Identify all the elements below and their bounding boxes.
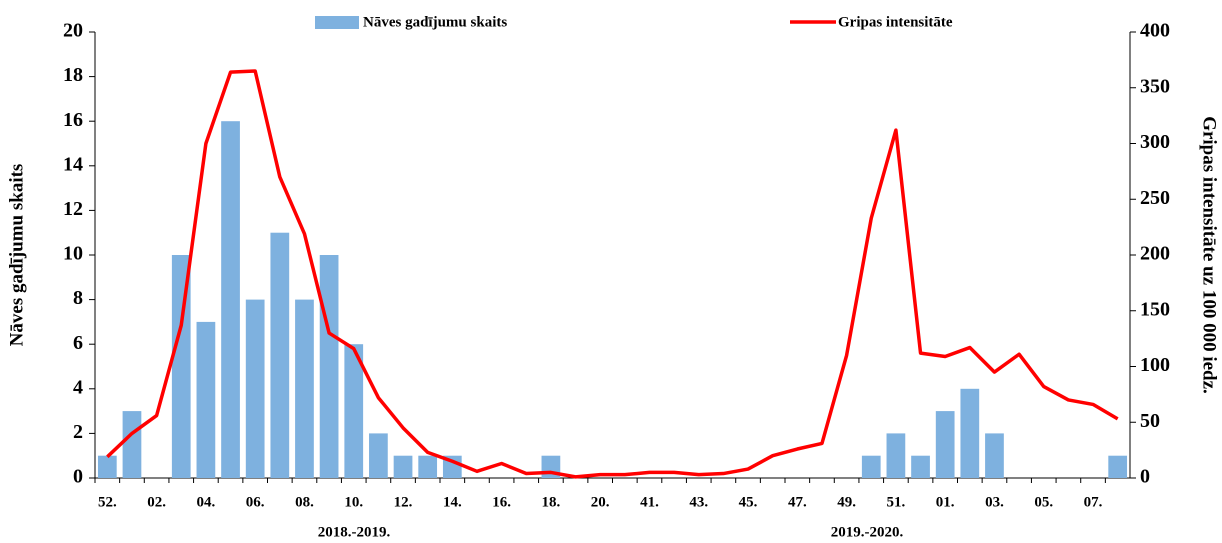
x-tick-label: 52. — [98, 494, 117, 510]
legend-swatch — [315, 16, 359, 29]
x-tick-label: 49. — [837, 494, 856, 510]
y-tick-label: 4 — [73, 376, 83, 398]
y2-axis-title: Gripas intensitāte uz 100 000 iedz. — [1199, 116, 1220, 394]
x-tick-label: 01. — [936, 494, 955, 510]
x-tick-label: 45. — [739, 494, 758, 510]
x-tick-label: 47. — [788, 494, 807, 510]
bar — [418, 455, 438, 478]
bar — [861, 455, 881, 478]
y2-tick-label: 0 — [1140, 466, 1150, 488]
bar — [344, 344, 364, 478]
y2-tick-label: 350 — [1140, 75, 1170, 97]
y2-tick-label: 200 — [1140, 243, 1170, 265]
y-tick-label: 0 — [73, 466, 83, 488]
bar — [960, 388, 980, 478]
y-tick-label: 18 — [63, 64, 83, 86]
bar — [270, 232, 290, 478]
bar — [245, 299, 265, 478]
y2-tick-label: 50 — [1140, 410, 1160, 432]
x-tick-label: 43. — [689, 494, 708, 510]
legend-label: Nāves gadījumu skaits — [363, 14, 507, 30]
legend-label: Gripas intensitāte — [838, 14, 953, 30]
y-tick-label: 10 — [63, 243, 83, 265]
bar — [369, 433, 388, 478]
y-tick-label: 2 — [73, 421, 83, 443]
x-tick-label: 07. — [1084, 494, 1103, 510]
x-tick-label: 14. — [443, 494, 462, 510]
x-tick-label: 20. — [591, 494, 610, 510]
y2-tick-label: 300 — [1140, 131, 1170, 153]
bar — [295, 299, 314, 478]
y-tick-label: 6 — [73, 332, 83, 354]
bar — [122, 411, 142, 478]
bar — [886, 433, 906, 478]
bar — [319, 255, 339, 478]
line — [106, 69, 1119, 479]
y2-tick-label: 150 — [1140, 298, 1170, 320]
bar — [393, 455, 413, 478]
y2-tick-label: 400 — [1140, 20, 1170, 42]
y-tick-label: 12 — [63, 198, 83, 220]
x-tick-label: 41. — [640, 494, 659, 510]
bar — [935, 411, 955, 478]
bar — [171, 255, 191, 478]
x-tick-label: 16. — [492, 494, 511, 510]
period-label: 2018.-2019. — [318, 524, 391, 540]
bar — [911, 455, 930, 478]
x-tick-label: 06. — [246, 494, 265, 510]
x-tick-label: 10. — [344, 494, 363, 510]
y-axis-title: Nāves gadījumu skaits — [6, 164, 27, 347]
y2-tick-label: 250 — [1140, 187, 1170, 209]
x-tick-label: 18. — [542, 494, 561, 510]
bar — [985, 433, 1004, 478]
x-tick-label: 04. — [197, 494, 216, 510]
bar — [196, 321, 216, 478]
y-tick-label: 8 — [73, 287, 83, 309]
x-tick-label: 08. — [295, 494, 314, 510]
y-tick-label: 20 — [63, 20, 83, 42]
y2-tick-label: 100 — [1140, 354, 1170, 376]
bar — [221, 121, 240, 478]
y-tick-label: 16 — [63, 109, 83, 131]
y-tick-label: 14 — [63, 153, 83, 175]
x-tick-label: 05. — [1034, 494, 1053, 510]
x-tick-label: 02. — [147, 494, 166, 510]
bar — [97, 455, 117, 478]
x-tick-label: 51. — [887, 494, 906, 510]
x-tick-label: 03. — [985, 494, 1004, 510]
period-label: 2019.-2020. — [831, 524, 904, 540]
x-tick-label: 12. — [394, 494, 413, 510]
bar — [1108, 455, 1128, 478]
